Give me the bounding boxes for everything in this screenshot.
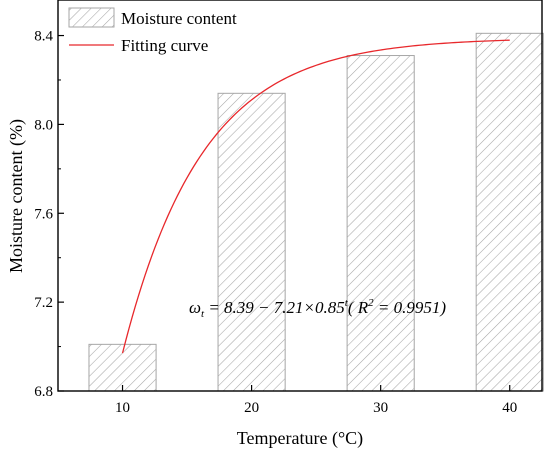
y-tick-label-6.8: 6.8 xyxy=(34,384,53,400)
y-tick-label-8.0: 8.0 xyxy=(34,117,53,133)
plot-frame xyxy=(57,0,543,392)
equation-r-open: ( xyxy=(348,298,358,317)
legend-label-fitting-curve: Fitting curve xyxy=(121,36,208,55)
equation-r-label: R xyxy=(357,298,369,317)
equation-lhs-subscript: t xyxy=(201,308,205,320)
x-tick-label-30: 30 xyxy=(373,400,388,416)
legend-label-moisture-content: Moisture content xyxy=(121,9,237,28)
x-axis-label: Temperature (°C) xyxy=(237,428,363,449)
equation-r-value: = 0.9951 xyxy=(374,298,441,317)
fitting-curve-line xyxy=(121,39,510,354)
y-tick-label-7.6: 7.6 xyxy=(34,206,53,222)
equation-r-close: ) xyxy=(439,298,446,317)
equation-exponent: t xyxy=(345,297,349,309)
x-axis: 10 20 30 40 xyxy=(115,385,517,416)
legend: Moisture content Fitting curve xyxy=(68,7,237,55)
bar-30 xyxy=(346,55,415,392)
y-axis: 6.8 7.2 7.6 8.0 8.4 xyxy=(34,29,64,400)
y-tick-label-7.2: 7.2 xyxy=(34,295,53,311)
bar-20 xyxy=(217,92,286,392)
x-tick-label-20: 20 xyxy=(244,400,259,416)
x-tick-label-40: 40 xyxy=(502,400,517,416)
y-axis-label: Moisture content (%) xyxy=(6,119,27,273)
bars-layer xyxy=(88,32,544,392)
curve-layer xyxy=(121,39,510,354)
x-tick-label-10: 10 xyxy=(115,400,130,416)
bar-40 xyxy=(475,32,544,392)
legend-swatch-moisture-content xyxy=(68,7,115,28)
y-tick-label-8.4: 8.4 xyxy=(34,29,53,45)
equation-lhs: ω xyxy=(189,298,201,317)
fit-equation-annotation: ωt = 8.39 − 7.21×0.85t( R2 = 0.9951) xyxy=(189,297,446,320)
equation-r-superscript: 2 xyxy=(368,297,374,309)
equation-rhs: = 8.39 − 7.21×0.85 xyxy=(204,298,345,317)
